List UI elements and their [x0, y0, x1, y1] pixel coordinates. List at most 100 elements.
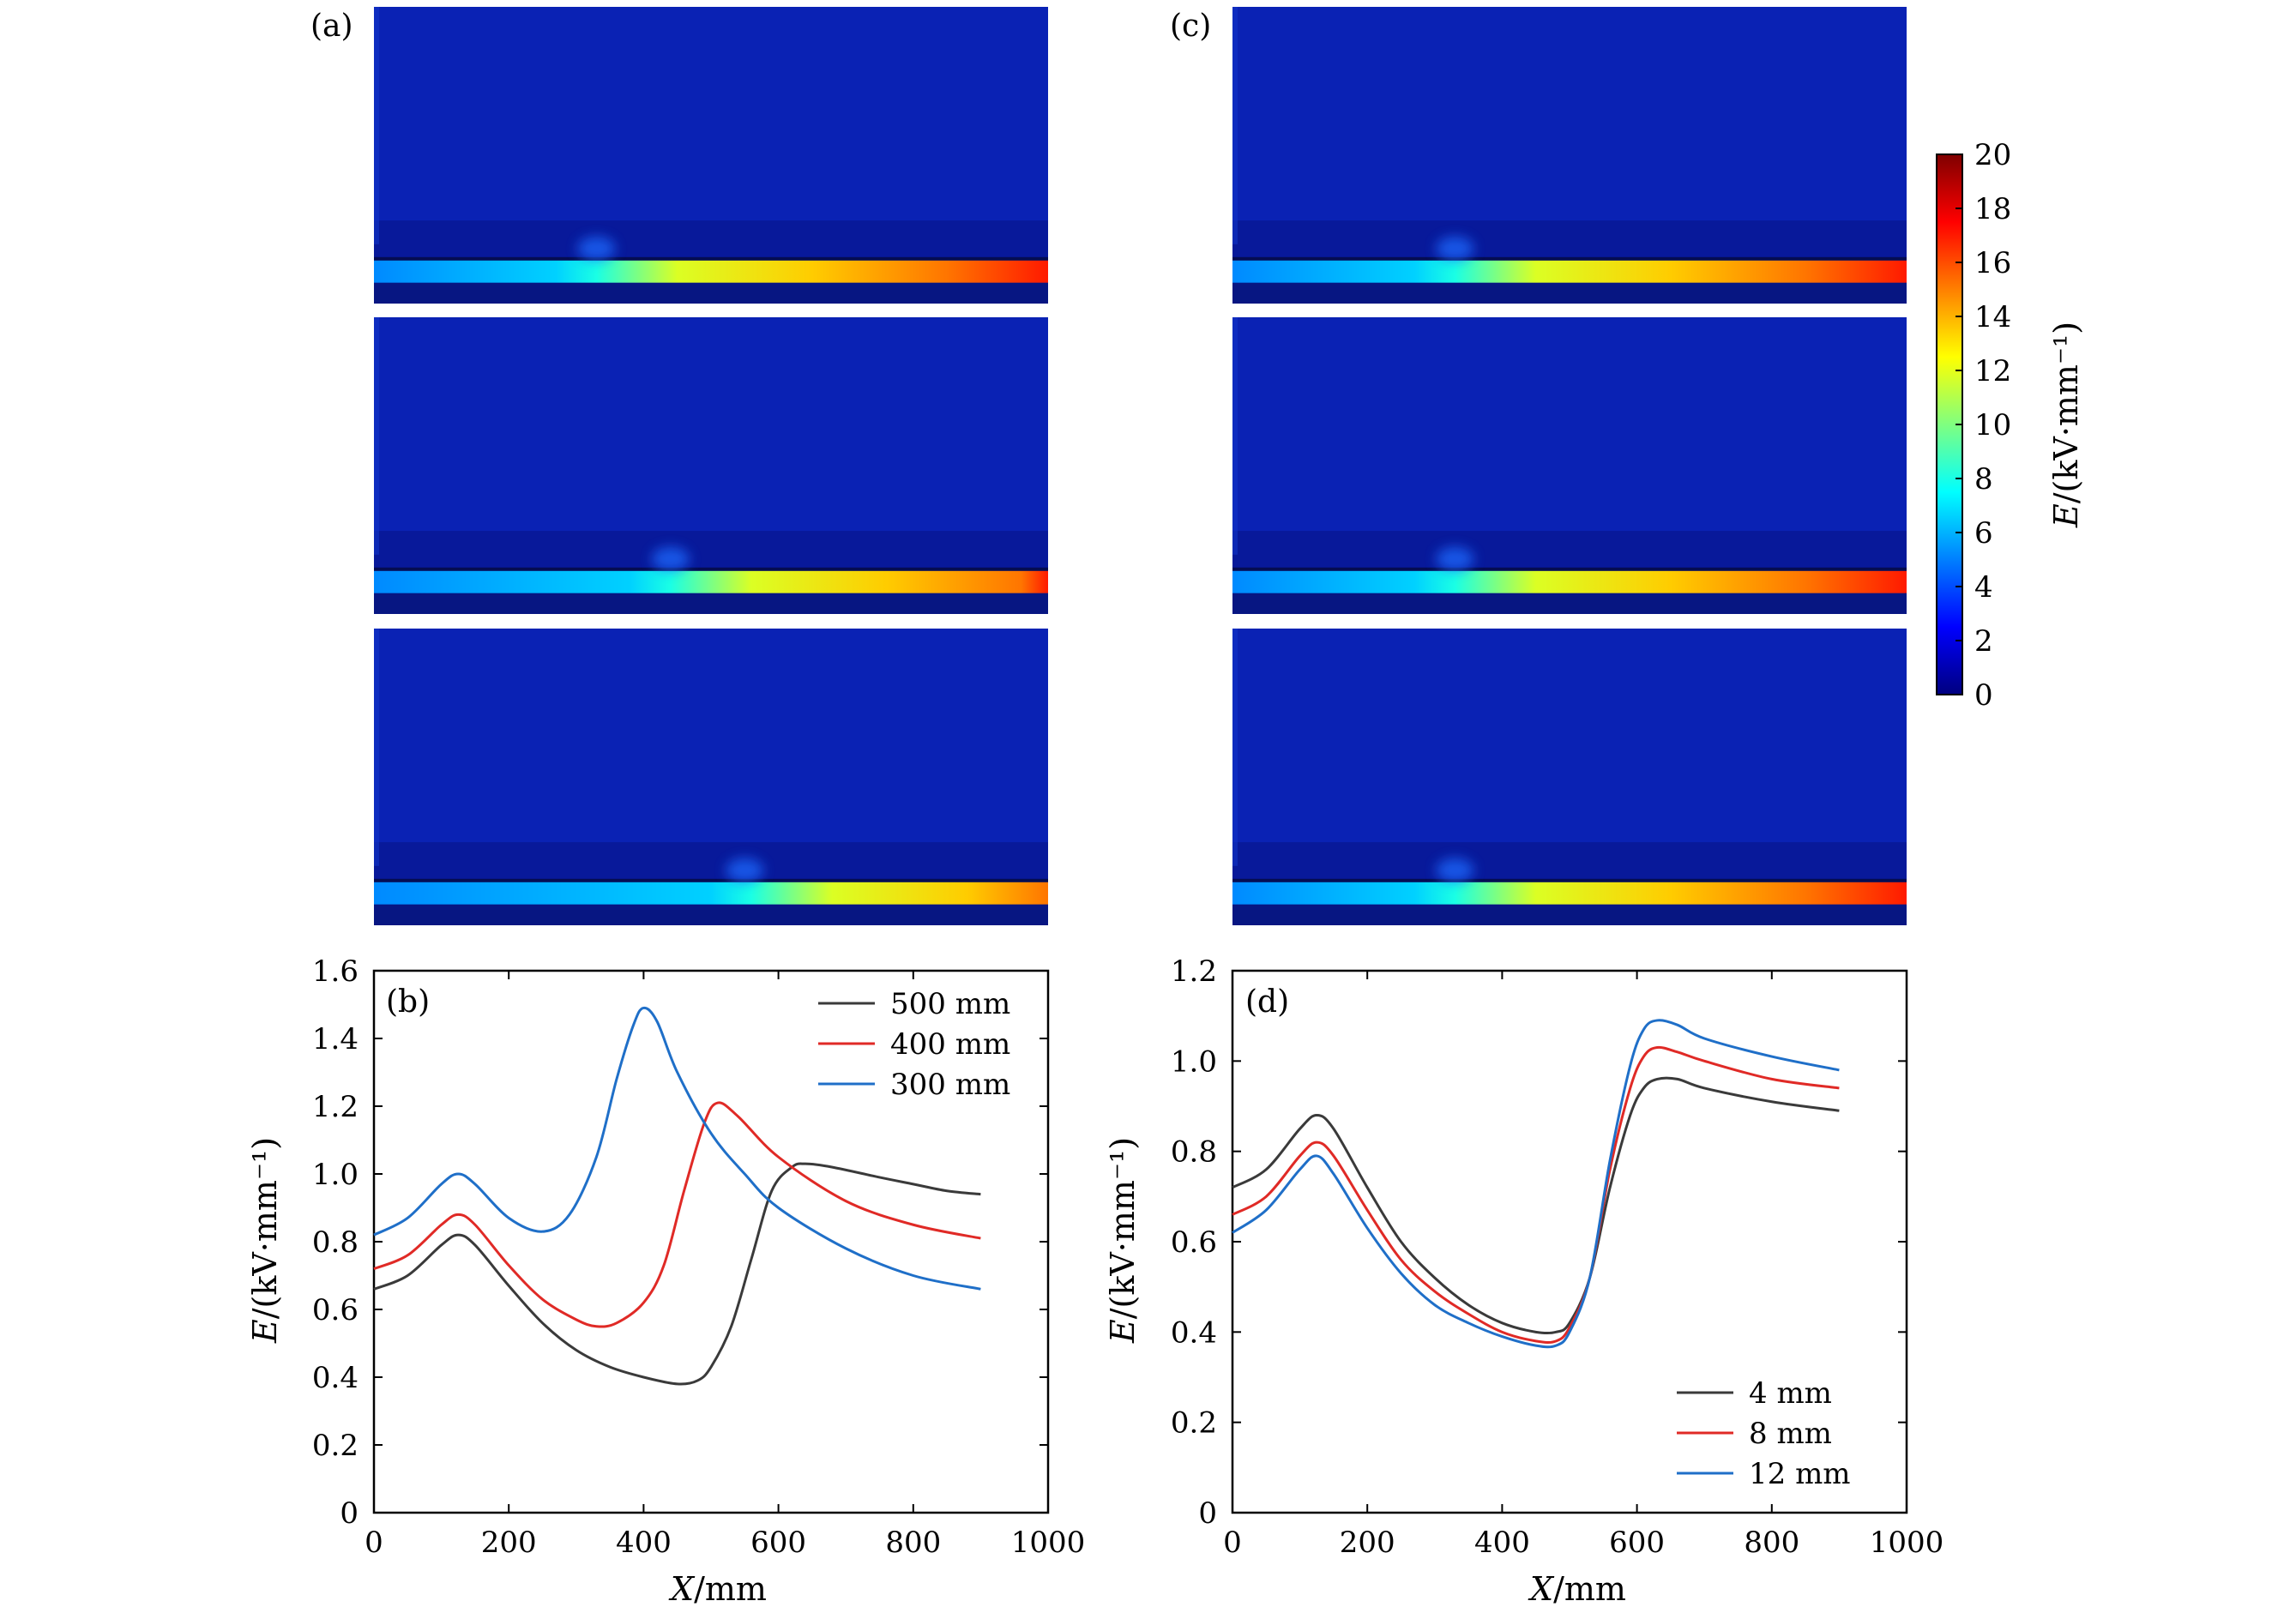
field-map-high-field-strip [1232, 260, 1907, 283]
x-tick-label-b: 1000 [1011, 1526, 1086, 1560]
field-map-high-field-strip [1232, 570, 1907, 593]
y-axis-title-var-d: E [1104, 1319, 1142, 1344]
y-axis-title-b: E/(kV·mm⁻¹) [246, 1137, 284, 1344]
field-map-left-edge [1232, 317, 1238, 555]
field-map-left-edge [1232, 629, 1238, 866]
colorbar-tick-label: 12 [1974, 354, 2011, 388]
colorbar-tick-label: 20 [1974, 138, 2011, 172]
x-tick-label-d: 0 [1223, 1526, 1242, 1560]
field-map-bottom-strip [374, 282, 1048, 304]
field-map-interface-line [374, 567, 1048, 571]
colorbar-tick-label: 14 [1974, 300, 2011, 334]
series-line-b-2 [373, 1101, 981, 1328]
x-tick-label-b: 200 [481, 1526, 537, 1560]
colorbar-tick-label: 4 [1974, 570, 1993, 605]
y-tick-label-b: 0 [340, 1496, 359, 1531]
x-axis-title-b: X/mm [668, 1570, 767, 1607]
field-map-c-1 [1232, 7, 1907, 304]
field-map-hotspot [1436, 236, 1474, 261]
x-axis-title-unit-d: /mm [1553, 1570, 1626, 1607]
series-line-d-3 [1232, 1019, 1840, 1349]
series-line-d-1 [1232, 1076, 1840, 1335]
field-map-interface-line [374, 256, 1048, 261]
y-tick-label-b: 1.2 [312, 1090, 359, 1124]
field-map-left-edge [374, 629, 379, 866]
y-tick-label-d: 1.0 [1171, 1044, 1217, 1079]
y-tick-label-b: 0.4 [312, 1361, 359, 1395]
y-tick-label-d: 0.6 [1171, 1225, 1217, 1260]
y-tick-label-b: 0.8 [312, 1225, 359, 1260]
colorbar-tick-label: 10 [1974, 408, 2011, 442]
y-axis-title-var-b: E [246, 1319, 284, 1344]
colorbar-ticks: 0 2 4 6 8 10 12 14 16 18 20 [1956, 138, 2011, 713]
x-tick-label-d: 400 [1474, 1526, 1530, 1560]
panel-label-a: (a) [310, 9, 353, 44]
x-tick-label-d: 800 [1744, 1526, 1799, 1560]
field-map-left-edge [374, 7, 379, 244]
colorbar-tick-label: 8 [1974, 462, 1993, 497]
field-map-hotspot [577, 236, 616, 261]
field-map-hotspot [726, 858, 764, 882]
colorbar-title-var: E [2047, 503, 2085, 528]
field-map-column-a: (a) [310, 7, 1048, 925]
y-tick-label-b: 1.4 [312, 1022, 359, 1056]
x-axis-title-unit-b: /mm [694, 1570, 767, 1607]
legend-label-b-2: 400 mm [890, 1027, 1010, 1062]
field-map-column-c: (c) [1170, 7, 1907, 925]
x-tick-label-b: 800 [885, 1526, 941, 1560]
field-map-a-2 [374, 317, 1048, 614]
field-map-a-1 [374, 7, 1048, 304]
y-axis-title-unit-b: /(kV·mm⁻¹) [246, 1137, 284, 1319]
colorbar-tick-label: 0 [1974, 678, 1993, 713]
colorbar-tick-label: 16 [1974, 246, 2011, 280]
x-tick-label-d: 1000 [1870, 1526, 1944, 1560]
legend-label-d-1: 4 mm [1749, 1376, 1832, 1411]
y-tick-label-b: 0.6 [312, 1293, 359, 1327]
field-map-interface-line [1232, 256, 1907, 261]
field-map-high-field-strip [374, 882, 1048, 905]
y-tick-label-b: 1.6 [312, 954, 359, 989]
y-tick-label-d: 0.4 [1171, 1315, 1217, 1350]
field-map-bottom-strip [374, 593, 1048, 614]
panel-label-c: (c) [1170, 9, 1211, 44]
field-map-bottom-strip [1232, 904, 1907, 925]
field-map-a-3 [374, 629, 1048, 925]
y-tick-label-d: 1.2 [1171, 954, 1217, 989]
colorbar-title: E/(kV·mm⁻¹) [2047, 322, 2085, 528]
colorbar-title-unit: /(kV·mm⁻¹) [2047, 322, 2085, 503]
legend-label-b-1: 500 mm [890, 987, 1010, 1021]
field-map-interface-line [1232, 567, 1907, 571]
x-axis-title-var-d: X [1528, 1570, 1555, 1607]
field-map-left-edge [374, 317, 379, 555]
colorbar-tick-label: 6 [1974, 516, 1993, 551]
x-tick-label-d: 600 [1609, 1526, 1665, 1560]
panel-label-d: (d) [1245, 984, 1289, 1020]
field-map-hotspot [1436, 546, 1474, 571]
field-map-high-field-strip [374, 570, 1048, 593]
series-line-b-3 [373, 1006, 981, 1291]
series-line-b-1 [373, 1162, 981, 1386]
field-map-bottom-strip [1232, 593, 1907, 614]
y-axis-title-unit-d: /(kV·mm⁻¹) [1104, 1137, 1142, 1319]
field-map-interface-line [1232, 878, 1907, 882]
colorbar: 0 2 4 6 8 10 12 14 16 18 20 E/(kV·mm⁻¹) [1936, 138, 2085, 713]
line-chart-b: (b) X/mm E/(kV·mm⁻¹) 0 200 400 600 800 1000 0 0… [246, 954, 1085, 1607]
series-line-d-2 [1232, 1045, 1840, 1345]
colorbar-tick-label: 18 [1974, 192, 2011, 226]
legend-label-b-3: 300 mm [890, 1068, 1010, 1102]
panel-label-b: (b) [386, 984, 430, 1020]
field-map-high-field-strip [1232, 882, 1907, 905]
field-map-c-2 [1232, 317, 1907, 614]
field-map-c-3 [1232, 629, 1907, 925]
field-map-left-edge [1232, 7, 1238, 244]
line-chart-d: (d) X/mm E/(kV·mm⁻¹) 0 200 400 600 800 1000 0 0… [1104, 954, 1943, 1607]
y-tick-label-b: 0.2 [312, 1429, 359, 1463]
x-tick-label-b: 400 [616, 1526, 672, 1560]
field-map-interface-line [374, 878, 1048, 882]
legend-label-d-2: 8 mm [1749, 1417, 1832, 1451]
field-map-bottom-strip [1232, 282, 1907, 304]
y-tick-label-b: 1.0 [312, 1158, 359, 1192]
field-map-hotspot [1436, 858, 1474, 882]
x-tick-label-d: 200 [1340, 1526, 1395, 1560]
